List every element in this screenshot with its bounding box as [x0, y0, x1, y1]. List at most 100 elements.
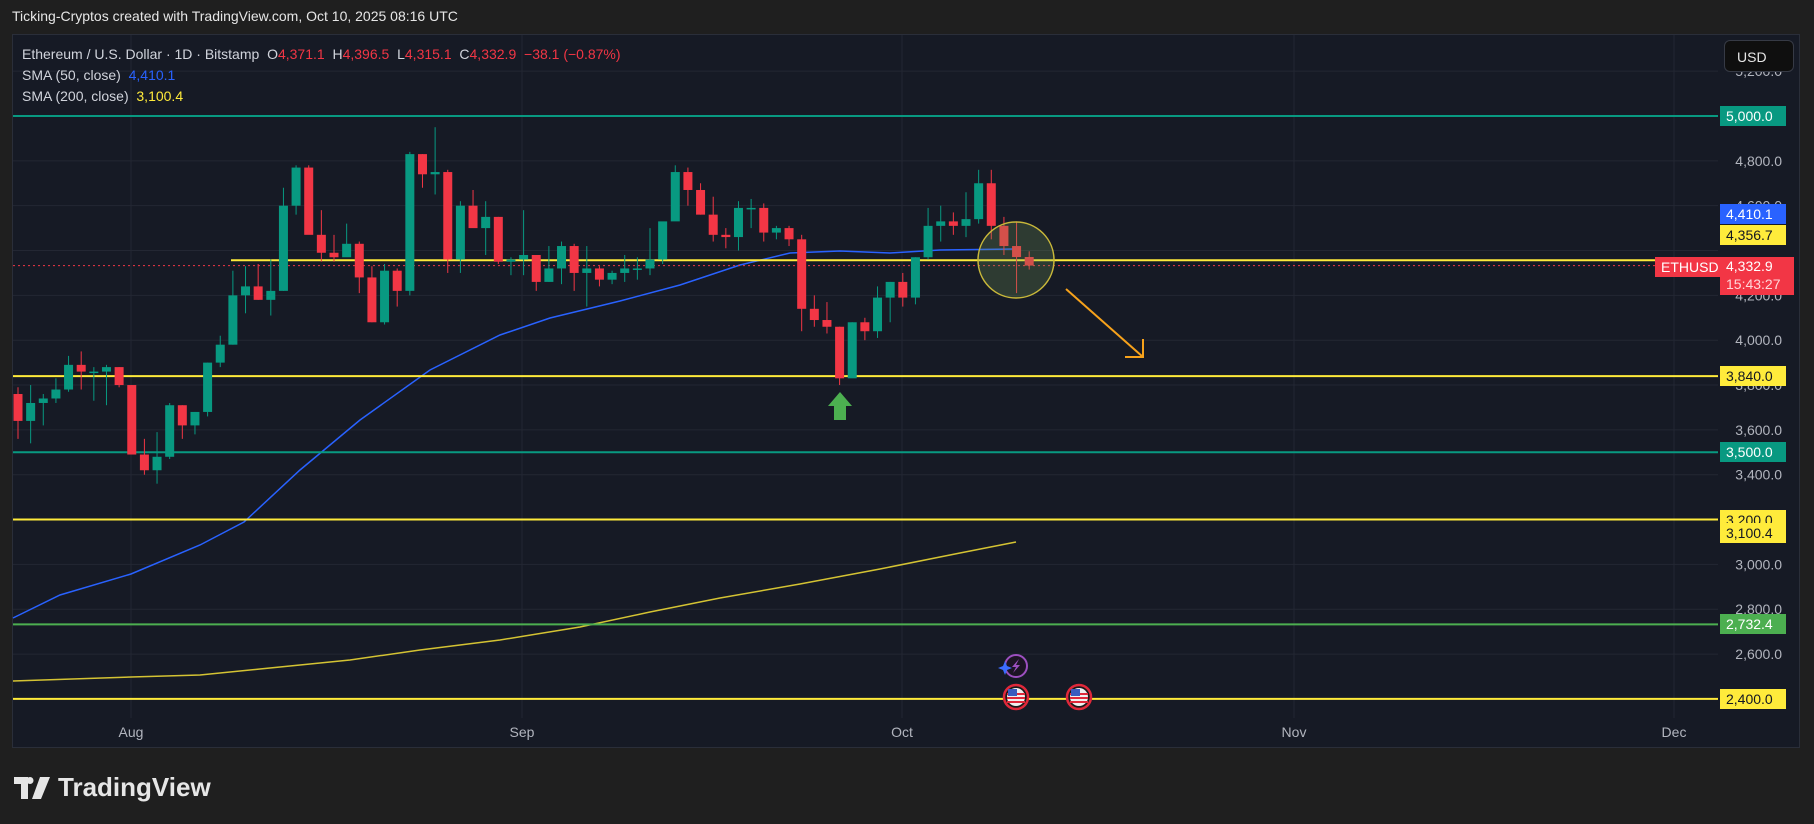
sma200-row[interactable]: SMA (200, close) 3,100.4: [22, 88, 184, 104]
candle-body[interactable]: [493, 216, 503, 262]
candle-body[interactable]: [506, 259, 516, 262]
candle-body[interactable]: [152, 456, 162, 471]
flag-canton: [1008, 689, 1017, 696]
candle-body[interactable]: [342, 243, 352, 258]
candle-body[interactable]: [417, 154, 427, 175]
candle-body[interactable]: [38, 398, 48, 403]
candle-body[interactable]: [253, 286, 263, 300]
x-axis-label: Oct: [891, 724, 913, 740]
candle-body[interactable]: [304, 167, 314, 235]
candle-body[interactable]: [986, 183, 996, 226]
candle-body[interactable]: [76, 364, 86, 372]
candle-body[interactable]: [64, 364, 74, 390]
candle-body[interactable]: [1012, 246, 1022, 258]
candle-body[interactable]: [885, 281, 895, 298]
candle-body[interactable]: [367, 277, 377, 323]
chart-legend: Ethereum / U.S. Dollar · 1D · Bitstamp O…: [22, 44, 621, 107]
y-axis-label: 3,600.0: [1735, 422, 1782, 438]
candle-body[interactable]: [291, 167, 301, 206]
candle-body[interactable]: [582, 268, 592, 273]
candle-body[interactable]: [708, 214, 718, 235]
level-price-tag: 2,400.0: [1720, 688, 1786, 709]
candle-body[interactable]: [835, 326, 845, 379]
sma50-row[interactable]: SMA (50, close) 4,410.1: [22, 67, 176, 83]
candle-body[interactable]: [544, 268, 554, 282]
tradingview-logo[interactable]: TradingView: [14, 772, 211, 803]
candle-body[interactable]: [114, 367, 124, 386]
candle-body[interactable]: [203, 362, 213, 412]
candle-body[interactable]: [468, 205, 478, 229]
candle-body[interactable]: [26, 402, 36, 421]
candle-body[interactable]: [847, 322, 857, 379]
candle-body[interactable]: [190, 411, 200, 426]
candle-body[interactable]: [89, 371, 99, 374]
candle-body[interactable]: [999, 225, 1009, 247]
candle-body[interactable]: [228, 295, 238, 345]
level-price-tag: 3,500.0: [1720, 442, 1786, 463]
candle-body[interactable]: [139, 454, 149, 471]
candle-body[interactable]: [481, 216, 491, 229]
candle-body[interactable]: [51, 389, 61, 399]
candle-body[interactable]: [266, 290, 276, 300]
candle-body[interactable]: [569, 246, 579, 273]
candle-body[interactable]: [354, 243, 364, 278]
candle-body[interactable]: [519, 255, 529, 260]
highlight-circle[interactable]: [977, 221, 1055, 299]
candle-body[interactable]: [405, 154, 415, 291]
candle-body[interactable]: [620, 268, 630, 273]
candle-body[interactable]: [165, 405, 175, 457]
chart-panel[interactable]: [12, 34, 1800, 748]
candle-body[interactable]: [746, 207, 756, 210]
candle-body[interactable]: [430, 172, 440, 175]
candle-body[interactable]: [278, 205, 288, 291]
candle-body[interactable]: [215, 344, 225, 363]
candle-body[interactable]: [557, 246, 567, 269]
candle-body[interactable]: [822, 320, 832, 327]
candle-body[interactable]: [721, 234, 731, 238]
candle-body[interactable]: [696, 189, 706, 215]
candle-body[interactable]: [683, 172, 693, 190]
candle-body[interactable]: [645, 259, 655, 269]
candle-body[interactable]: [607, 272, 617, 280]
candle-body[interactable]: [936, 221, 946, 226]
green-up-arrow-icon[interactable]: [828, 392, 852, 420]
symbol-description[interactable]: Ethereum / U.S. Dollar · 1D · Bitstamp: [22, 46, 260, 62]
candle-body[interactable]: [923, 225, 933, 258]
candle-body[interactable]: [784, 228, 794, 240]
currency-button[interactable]: USD: [1724, 40, 1794, 72]
candle-body[interactable]: [771, 228, 781, 233]
candle-body[interactable]: [632, 268, 642, 270]
down-arrow-line[interactable]: [1065, 288, 1144, 358]
candle-body[interactable]: [797, 239, 807, 309]
candle-body[interactable]: [241, 286, 251, 296]
bar-countdown: 15:43:27: [1726, 276, 1781, 292]
candle-body[interactable]: [443, 172, 453, 260]
candle-body[interactable]: [329, 252, 339, 258]
candle-body[interactable]: [873, 297, 883, 332]
candle-body[interactable]: [531, 255, 541, 282]
candle-body[interactable]: [13, 394, 23, 421]
candle-body[interactable]: [974, 183, 984, 220]
candle-body[interactable]: [860, 322, 870, 332]
candle-body[interactable]: [948, 221, 958, 226]
candle-body[interactable]: [1024, 257, 1034, 266]
y-axis-label: 3,000.0: [1735, 556, 1782, 572]
arrow-head-icon: [1125, 339, 1144, 358]
candle-body[interactable]: [961, 219, 971, 226]
candle-body[interactable]: [594, 268, 604, 280]
candle-body[interactable]: [127, 385, 137, 455]
candle-body[interactable]: [392, 270, 402, 291]
candle-body[interactable]: [455, 205, 465, 260]
candle-body[interactable]: [809, 308, 819, 321]
candle-body[interactable]: [380, 270, 390, 323]
candle-body[interactable]: [759, 207, 769, 233]
candle-body[interactable]: [177, 405, 187, 426]
candle-body[interactable]: [898, 281, 908, 298]
candle-body[interactable]: [910, 257, 920, 298]
candle-body[interactable]: [316, 234, 326, 253]
candle-body[interactable]: [670, 172, 680, 222]
candle-body[interactable]: [101, 367, 111, 372]
candle-body[interactable]: [658, 221, 668, 260]
candle-body[interactable]: [733, 207, 743, 238]
